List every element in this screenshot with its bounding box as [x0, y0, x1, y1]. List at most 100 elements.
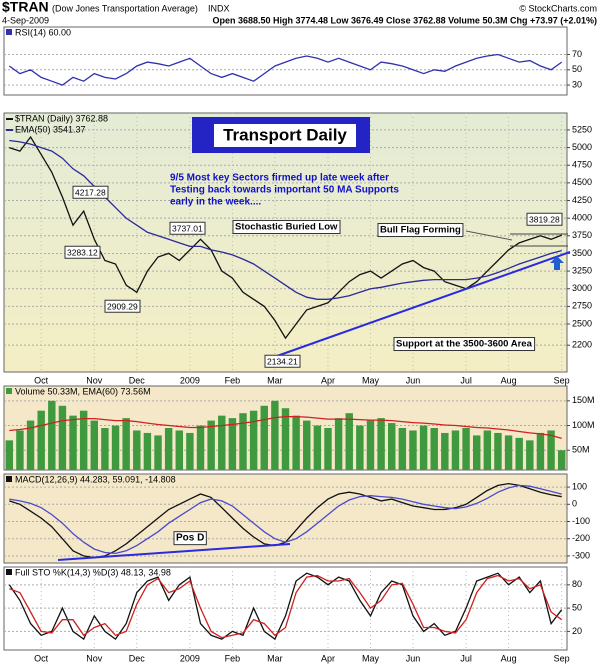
- annotation: Bull Flag Forming: [380, 225, 461, 236]
- y-tick-label: 3500: [572, 248, 592, 258]
- bar: [356, 425, 364, 470]
- symbol-name: (Dow Jones Transportation Average): [52, 3, 198, 13]
- bar: [249, 410, 258, 470]
- y-tick-label: 3750: [572, 230, 592, 240]
- line: [9, 135, 562, 340]
- x-tick-label: Jul: [460, 375, 472, 385]
- bar: [133, 430, 141, 470]
- annotation: Testing back towards important 50 MA Sup…: [170, 185, 399, 196]
- y-tick-label: 5250: [572, 124, 592, 134]
- annotation-box: [232, 220, 341, 235]
- x-tick-label: Oct: [34, 375, 49, 385]
- bar: [228, 418, 237, 470]
- bar: [196, 425, 205, 470]
- annotation: Transport Daily: [223, 125, 347, 144]
- bar: [547, 430, 555, 470]
- flag-pointer: [465, 230, 513, 241]
- line: [9, 415, 562, 440]
- panel-title: Volume 50.33M, EMA(60) 73.56M: [15, 386, 151, 396]
- bar: [334, 418, 343, 470]
- bar: [143, 432, 152, 470]
- panel-title: MACD(12,26,9) 44.283, 59.091, -14.808: [15, 474, 176, 484]
- x-tick-label: 2009: [180, 375, 200, 385]
- x-tick-label: Apr: [321, 653, 335, 663]
- bar: [281, 408, 290, 470]
- annotation: 3819.28: [529, 214, 560, 224]
- title-bg: [6, 388, 12, 394]
- panels: 70 50 30 RSI(14) 60.00 5250 5000 4750 4500 4250 4…: [3, 26, 595, 663]
- panel-title: Full STO %K(14,3) %D(3) 48.13, 34.98: [15, 567, 171, 577]
- bar: [324, 428, 332, 470]
- bar: [388, 423, 396, 470]
- y-tick-label: 2500: [572, 318, 592, 328]
- bar: [186, 432, 194, 470]
- y-tick-label: 50: [572, 602, 582, 612]
- bar: [366, 420, 375, 470]
- y-tick-label: 0: [572, 499, 577, 509]
- annotation: Pos D: [176, 533, 204, 544]
- bar: [345, 413, 353, 470]
- panel: [3, 26, 568, 96]
- bar: [122, 418, 130, 470]
- x-tick-label: Feb: [225, 375, 241, 385]
- arrow: [550, 256, 564, 270]
- x-tick-label: Sep: [554, 653, 570, 663]
- panel-title: RSI(14) 60.00: [15, 27, 71, 37]
- bar: [58, 405, 67, 470]
- line: [9, 574, 563, 639]
- title-box-inner: [214, 124, 356, 147]
- x-tick-label: May: [362, 375, 380, 385]
- y-tick-label: 20: [572, 626, 582, 636]
- bar: [398, 428, 407, 470]
- date: 4-Sep-2009: [2, 15, 49, 25]
- annotation: Stochastic Buried Low: [235, 222, 338, 233]
- bar: [37, 410, 45, 470]
- x-tick-label: Jun: [406, 653, 421, 663]
- credit: © StockCharts.com: [519, 3, 597, 13]
- y-tick-label: 30: [572, 79, 582, 89]
- annotation-box: [264, 354, 301, 368]
- quote: Open 3688.50 High 3774.48 Low 3676.49 Cl…: [212, 15, 597, 25]
- panel: [3, 473, 568, 564]
- divergence-line: [57, 543, 291, 561]
- y-tick-label: 2200: [572, 340, 592, 350]
- annotation: early in the week....: [170, 197, 261, 208]
- annotation-box: [173, 531, 207, 546]
- y-tick-label: 100M: [572, 420, 595, 430]
- bar: [48, 400, 56, 470]
- bar: [483, 430, 492, 470]
- bar: [451, 430, 460, 470]
- x-tick-label: Feb: [225, 653, 241, 663]
- x-tick-label: Jul: [460, 653, 472, 663]
- y-tick-label: 3000: [572, 283, 592, 293]
- bar: [101, 428, 109, 470]
- annotation: 2909.29: [107, 301, 138, 311]
- legend-label: EMA(50) 3541.37: [15, 124, 86, 134]
- x-tick-label: Jun: [406, 375, 421, 385]
- y-tick-label: -300: [572, 550, 590, 560]
- bar: [260, 405, 268, 470]
- y-tick-label: 80: [572, 579, 582, 589]
- y-tick-label: -100: [572, 516, 590, 526]
- bar: [313, 425, 322, 470]
- x-tick-label: Oct: [34, 653, 49, 663]
- annotation-box: [169, 221, 206, 235]
- x-tick-label: Dec: [129, 375, 146, 385]
- annotation: 4217.28: [75, 187, 106, 197]
- bar: [69, 415, 77, 470]
- x-tick-label: Mar: [267, 375, 283, 385]
- bar: [218, 415, 226, 470]
- y-tick-label: 70: [572, 49, 582, 59]
- y-tick-label: 50M: [572, 445, 590, 455]
- x-tick-label: Sep: [554, 375, 570, 385]
- x-tick-label: Aug: [501, 653, 517, 663]
- symbol: $TRAN: [2, 0, 49, 15]
- bar: [90, 420, 99, 470]
- bar: [292, 415, 300, 470]
- y-tick-label: 150M: [572, 395, 595, 405]
- bar: [462, 428, 470, 470]
- y-tick-label: 4000: [572, 213, 592, 223]
- annotations: Transport Daily 9/5 Most key Sectors firm…: [64, 125, 563, 546]
- y-tick-label: 100: [572, 481, 587, 491]
